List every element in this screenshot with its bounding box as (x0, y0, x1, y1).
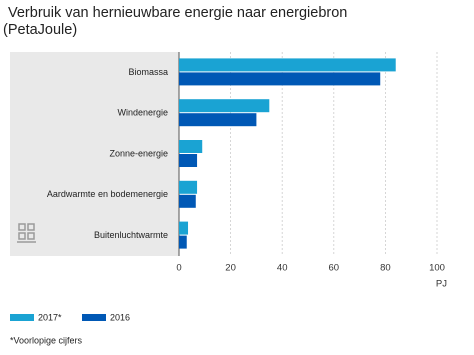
bar (179, 194, 196, 208)
bar (179, 72, 381, 86)
bar (179, 99, 270, 113)
category-label: Zonne-energie (109, 148, 168, 158)
legend-label: 2017* (38, 312, 62, 322)
category-label: Biomassa (128, 67, 168, 77)
chart-title: Verbruik van hernieuwbare energie naar e… (8, 5, 347, 21)
chart-subtitle: (PetaJoule) (3, 22, 77, 38)
x-tick-label: 0 (176, 263, 181, 274)
bar (179, 140, 203, 153)
logo (17, 223, 36, 243)
category-label: Aardwarmte en bodemenergie (47, 189, 168, 199)
x-tick-label: 60 (329, 263, 340, 274)
bar (179, 154, 198, 167)
bar (179, 180, 198, 194)
bar (179, 58, 396, 72)
bar (179, 235, 187, 249)
label-panel (10, 52, 179, 256)
category-label: Windenergie (117, 108, 168, 118)
x-tick-label: 100 (429, 263, 445, 274)
x-tick-label: 40 (277, 263, 288, 274)
category-label: Buitenluchtwarmte (94, 230, 168, 240)
bar (179, 113, 257, 127)
bar (179, 221, 189, 235)
footnote: *Voorlopige cijfers (10, 335, 83, 345)
x-axis-label: PJ (436, 279, 447, 290)
legend-swatch (10, 314, 34, 321)
legend-label: 2016 (110, 312, 130, 322)
x-tick-label: 20 (225, 263, 236, 274)
x-tick-label: 80 (380, 263, 391, 274)
legend-swatch (82, 314, 106, 321)
